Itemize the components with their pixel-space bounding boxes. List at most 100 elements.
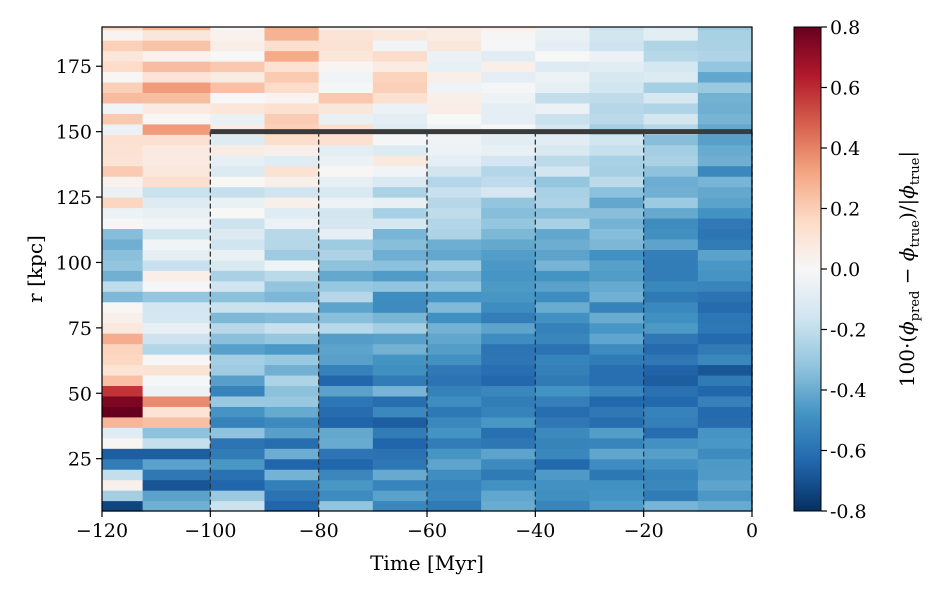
heatmap-cell — [481, 27, 536, 31]
heatmap-cell — [102, 197, 144, 209]
heatmap-cell — [535, 291, 591, 303]
colorbar-label-sub-true-1: true — [908, 220, 923, 248]
heatmap-cell — [535, 354, 591, 366]
heatmap-cell — [264, 40, 320, 52]
heatmap-cell — [102, 364, 144, 376]
heatmap-cell — [264, 217, 320, 230]
heatmap-cell — [142, 301, 211, 313]
heatmap-cell — [102, 92, 144, 104]
heatmap-cell — [102, 134, 144, 146]
heatmap-cell — [481, 479, 536, 491]
heatmap-cell — [142, 29, 211, 41]
heatmap-cell — [697, 228, 753, 240]
heatmap-cell — [210, 270, 266, 282]
heatmap-cell — [697, 280, 753, 292]
heatmap-cell — [318, 479, 374, 491]
heatmap-cell — [102, 113, 144, 125]
heatmap-cell — [427, 249, 482, 261]
heatmap-cell — [264, 416, 320, 428]
heatmap-cell — [697, 437, 753, 449]
heatmap-cell — [643, 301, 699, 313]
heatmap-cell — [264, 61, 320, 73]
heatmap-cell — [643, 176, 699, 188]
heatmap-cell — [372, 490, 428, 502]
heatmap-cell — [372, 207, 428, 219]
heatmap-cell — [372, 113, 428, 125]
heatmap-cell — [697, 479, 753, 491]
heatmap-cell — [318, 458, 374, 470]
heatmap-cell — [142, 176, 211, 188]
y-axis: 25 50 75 100 125 150 175 — [56, 56, 102, 471]
y-tick-label: 150 — [56, 122, 92, 144]
heatmap-cell — [697, 490, 753, 502]
heatmap-cell — [142, 291, 211, 303]
heatmap-cell — [264, 343, 320, 355]
heatmap-cell — [372, 81, 428, 93]
heatmap-cell — [264, 249, 320, 261]
heatmap-cell — [372, 395, 428, 407]
heatmap-cell — [481, 500, 536, 512]
heatmap-cell — [427, 144, 482, 156]
heatmap-cell — [535, 217, 591, 230]
heatmap-cell — [142, 343, 211, 355]
heatmap-cell — [697, 176, 753, 188]
heatmap-cell — [142, 395, 211, 407]
heatmap-cell — [535, 71, 591, 83]
heatmap-cell — [210, 333, 266, 345]
heatmap-cell — [372, 186, 428, 198]
heatmap-cell — [481, 343, 536, 355]
heatmap-cell — [372, 427, 428, 439]
heatmap-cell — [589, 458, 645, 470]
heatmap-cell — [372, 469, 428, 481]
heatmap-cell — [643, 469, 699, 481]
heatmap-cell — [142, 280, 211, 292]
heatmap-cell — [697, 238, 753, 250]
heatmap-cell — [372, 217, 428, 230]
heatmap-cell — [589, 500, 645, 512]
colorbar-tick-label: -0.2 — [830, 320, 867, 342]
heatmap-cell — [318, 301, 374, 313]
heatmap-cell — [697, 186, 753, 198]
heatmap-cell — [427, 165, 482, 177]
heatmap-cell — [481, 71, 536, 83]
heatmap-cell — [372, 479, 428, 491]
heatmap-cell — [643, 197, 699, 209]
heatmap-cell — [142, 102, 211, 114]
heatmap-cell — [535, 259, 591, 271]
heatmap-cell — [318, 354, 374, 366]
heatmap-cell — [643, 374, 699, 387]
heatmap-cell — [142, 458, 211, 470]
heatmap-cell — [372, 301, 428, 313]
heatmap-cell — [318, 437, 374, 449]
heatmap-cell — [102, 61, 144, 73]
heatmap-cell — [481, 50, 536, 62]
x-tick-label: 0 — [746, 520, 758, 542]
heatmap-cell — [697, 92, 753, 104]
heatmap-cell — [210, 395, 266, 407]
heatmap-cell — [697, 364, 753, 376]
heatmap-cell — [264, 374, 320, 387]
heatmap-cell — [481, 406, 536, 418]
heatmap-cell — [535, 61, 591, 73]
heatmap-cell — [589, 134, 645, 146]
x-tick-label: −20 — [624, 520, 664, 542]
heatmap-cell — [481, 312, 536, 324]
heatmap-cell — [210, 217, 266, 230]
heatmap-cell — [318, 50, 374, 62]
y-tick-label: 75 — [68, 318, 92, 340]
heatmap-cell — [427, 364, 482, 376]
heatmap-cell — [427, 500, 482, 512]
heatmap-cell — [697, 29, 753, 41]
heatmap-cell — [210, 312, 266, 324]
heatmap-cell — [142, 50, 211, 62]
heatmap-cell — [589, 322, 645, 334]
x-tick-label: −40 — [515, 520, 555, 542]
heatmap-cell — [264, 364, 320, 376]
heatmap-cell — [589, 469, 645, 481]
heatmap-cell — [142, 92, 211, 104]
heatmap-cell — [427, 448, 482, 460]
heatmap-cell — [589, 416, 645, 428]
heatmap-cell — [643, 406, 699, 418]
heatmap-cell — [264, 469, 320, 481]
heatmap-cell — [589, 395, 645, 407]
